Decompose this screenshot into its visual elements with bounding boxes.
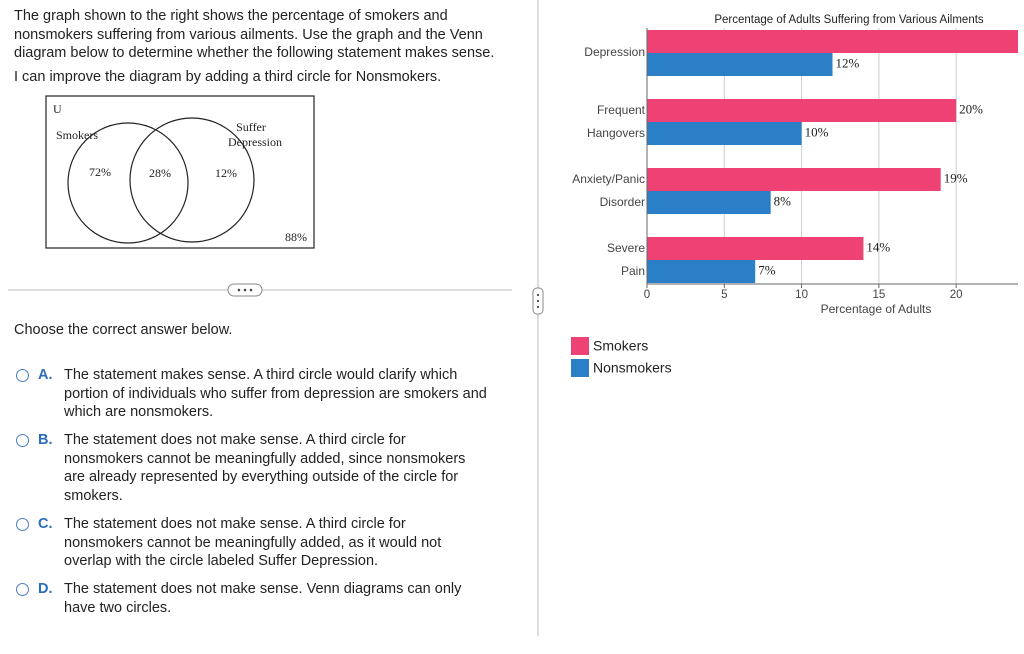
y-tick-label: Pain [621,264,645,278]
question-line: nonsmokers suffering from various ailmen… [14,26,483,43]
option-letter[interactable]: C. [38,516,53,532]
prompt: Choose the correct answer below. [14,322,233,338]
value-label: 7% [758,262,776,277]
circle-label: Suffer [236,120,266,134]
radio-button[interactable] [16,369,29,382]
legend-swatch [571,337,589,355]
bar [647,30,1018,53]
option-line: smokers. [64,487,123,504]
option-text[interactable]: The statement makes sense. A third circl… [64,366,487,422]
question-line: diagram below to determine whether the f… [14,45,495,61]
bar [647,260,756,283]
x-tick-label: 20 [950,289,963,301]
bar [647,99,957,122]
chart: Percentage of Adults Suffering from Vari… [571,14,1018,377]
venn-diagram: U Smokers Suffer Depression 72% 28% 12% … [45,95,315,249]
value-label: 10% [805,124,829,139]
dot [536,293,540,297]
legend-label: Smokers [593,338,648,354]
bar [647,237,864,260]
chart-title: Percentage of Adults Suffering from Vari… [714,14,984,26]
statement: I can improve the diagram by adding a th… [14,69,442,85]
region-label: 12% [215,166,237,180]
option-line: have two circles. [64,599,172,616]
y-tick-label: Severe [607,241,645,255]
option-line: The statement does not make sense. Venn … [64,581,462,597]
option-line: The statement does not make sense. A thi… [64,516,406,532]
legend-label: Nonsmokers [593,360,672,376]
bar [647,191,771,214]
circle-label: Smokers [56,128,98,142]
y-tick-label: Depression [584,45,645,59]
x-tick-label: 10 [795,289,808,301]
option-line: nonsmokers cannot be meaningfully added,… [64,534,442,551]
option-letter[interactable]: B. [38,432,53,448]
circle [129,117,255,243]
y-tick-label: Anxiety/Panic [572,172,645,186]
bar [647,53,833,76]
region-label: 72% [89,165,111,179]
y-tick-label: Hangovers [587,126,645,140]
divider [532,0,544,636]
question-line: The graph shown to the right shows the p… [14,8,448,24]
bar [647,122,802,145]
x-tick-label: 5 [721,289,727,301]
dot [237,288,241,292]
option-text[interactable]: The statement does not make sense. Venn … [64,580,461,617]
value-label: 12% [836,55,860,70]
option-line: The statement does not make sense. A thi… [64,432,406,448]
bar [647,168,941,191]
universe-label: U [53,102,62,116]
value-label: 8% [774,193,792,208]
separator [8,283,512,297]
option-line: which are nonsmokers. [64,404,214,420]
universe-box [45,95,315,249]
option-line: portion of individuals who suffer from d… [64,385,487,402]
dot [249,288,253,292]
question-text: The graph shown to the right shows the p… [14,7,494,63]
dot [536,305,540,309]
option-letter[interactable]: D. [38,581,53,597]
radio-button[interactable] [16,518,29,531]
option-line: are already represented by everything ou… [64,469,459,485]
option-line: overlap with the circle labeled Suffer D… [64,553,379,569]
region-label: 88% [285,230,307,244]
dot [243,288,247,292]
region-label: 28% [149,166,171,180]
x-tick-label: 0 [644,289,650,301]
circle-label: Depression [228,135,282,149]
y-tick-label: Disorder [600,195,645,209]
value-label: 14% [866,239,890,254]
option-text[interactable]: The statement does not make sense. A thi… [64,431,465,505]
radio-button[interactable] [16,583,29,596]
y-tick-label: Frequent [597,103,646,117]
value-label: 19% [944,170,968,185]
value-label: 20% [959,101,983,116]
option-line: nonsmokers cannot be meaningfully added,… [64,450,466,467]
dot [536,299,540,303]
legend-swatch [571,359,589,377]
radio-button[interactable] [16,434,29,447]
option-text[interactable]: The statement does not make sense. A thi… [64,515,441,571]
x-tick-label: 15 [872,289,885,301]
x-axis-label: Percentage of Adults [821,302,932,316]
circle [67,122,189,244]
option-letter[interactable]: A. [38,367,53,383]
option-line: The statement makes sense. A third circl… [64,367,458,383]
